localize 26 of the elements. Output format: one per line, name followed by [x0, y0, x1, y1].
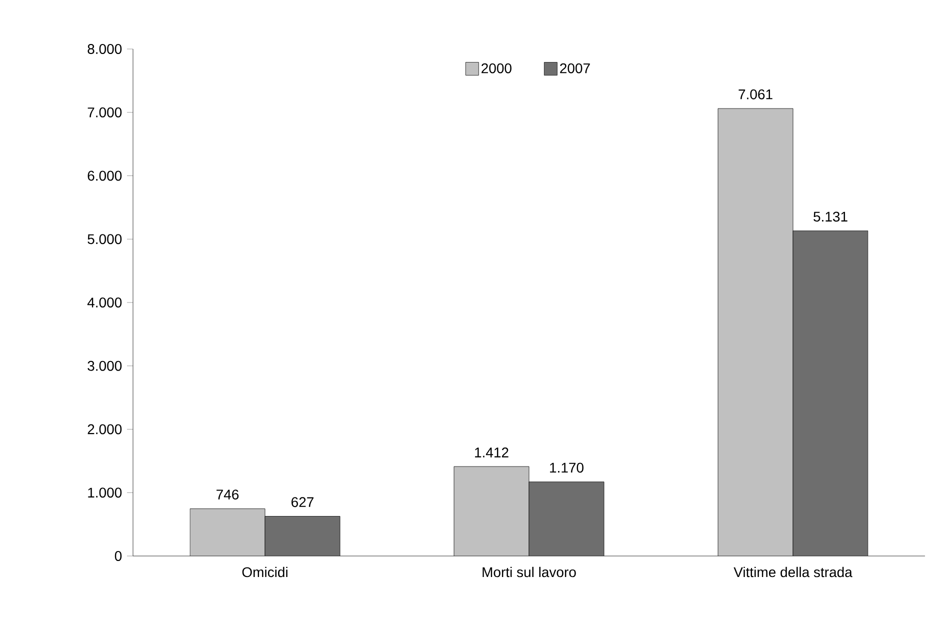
bar	[792, 230, 868, 556]
data-label: 627	[292, 497, 314, 508]
y-tick-label: 4.000	[87, 298, 122, 308]
y-tick-label: 5.000	[88, 234, 122, 244]
data-label: 5.131	[814, 212, 848, 222]
y-tick-label: 0	[114, 551, 122, 561]
y-tick-label: 7.000	[88, 107, 122, 118]
data-label: 7.061	[738, 89, 772, 100]
legend-label: 2007	[560, 63, 590, 74]
data-label: 1.170	[550, 462, 584, 473]
y-tick-label: 3.000	[88, 360, 122, 371]
bar	[454, 466, 530, 556]
y-tick-label: 8.000	[88, 44, 122, 54]
data-label: 746	[216, 490, 239, 500]
x-tick-label: Morti sul lavoro	[482, 566, 576, 578]
legend-label: 2000	[482, 63, 512, 74]
y-tick-label: 6.000	[88, 170, 122, 181]
data-label: 1.412	[475, 448, 508, 458]
x-tick-label: Vittime della strada	[734, 566, 852, 578]
bar	[265, 516, 340, 556]
bar	[190, 508, 265, 556]
bar	[718, 108, 794, 556]
x-tick-label: Omicidi	[242, 566, 288, 578]
y-tick-label: 1.000	[88, 488, 122, 498]
bar	[529, 482, 604, 556]
y-tick-label: 2.000	[88, 424, 122, 434]
